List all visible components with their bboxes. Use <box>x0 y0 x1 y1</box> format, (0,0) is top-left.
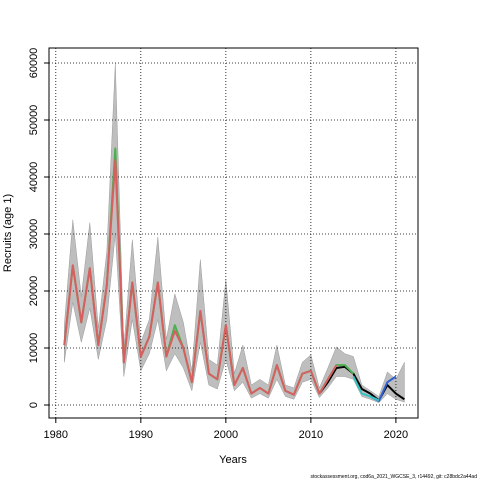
x-tick-label: 2020 <box>384 429 408 441</box>
confidence-band <box>64 62 405 404</box>
y-tick-label: 50000 <box>28 105 40 136</box>
y-tick-label: 10000 <box>28 333 40 364</box>
y-tick-label: 30000 <box>28 219 40 250</box>
y-tick-label: 0 <box>28 402 40 408</box>
x-axis-label: Years <box>219 454 247 466</box>
series-line <box>318 365 405 402</box>
x-tick-label: 1980 <box>44 429 68 441</box>
y-tick-label: 20000 <box>28 276 40 307</box>
y-tick-label: 60000 <box>28 48 40 79</box>
x-tick-label: 2010 <box>299 429 323 441</box>
footer: stockassessment.org, cod6a_2021_WGCSE_3,… <box>311 474 478 480</box>
x-tick-label: 1990 <box>129 429 153 441</box>
series-line <box>352 376 380 402</box>
y-axis-label: Recruits (age 1) <box>2 194 14 272</box>
y-tick-label: 40000 <box>28 162 40 193</box>
x-tick-label: 2000 <box>214 429 238 441</box>
series-line <box>63 158 338 396</box>
plot-frame <box>48 47 419 419</box>
